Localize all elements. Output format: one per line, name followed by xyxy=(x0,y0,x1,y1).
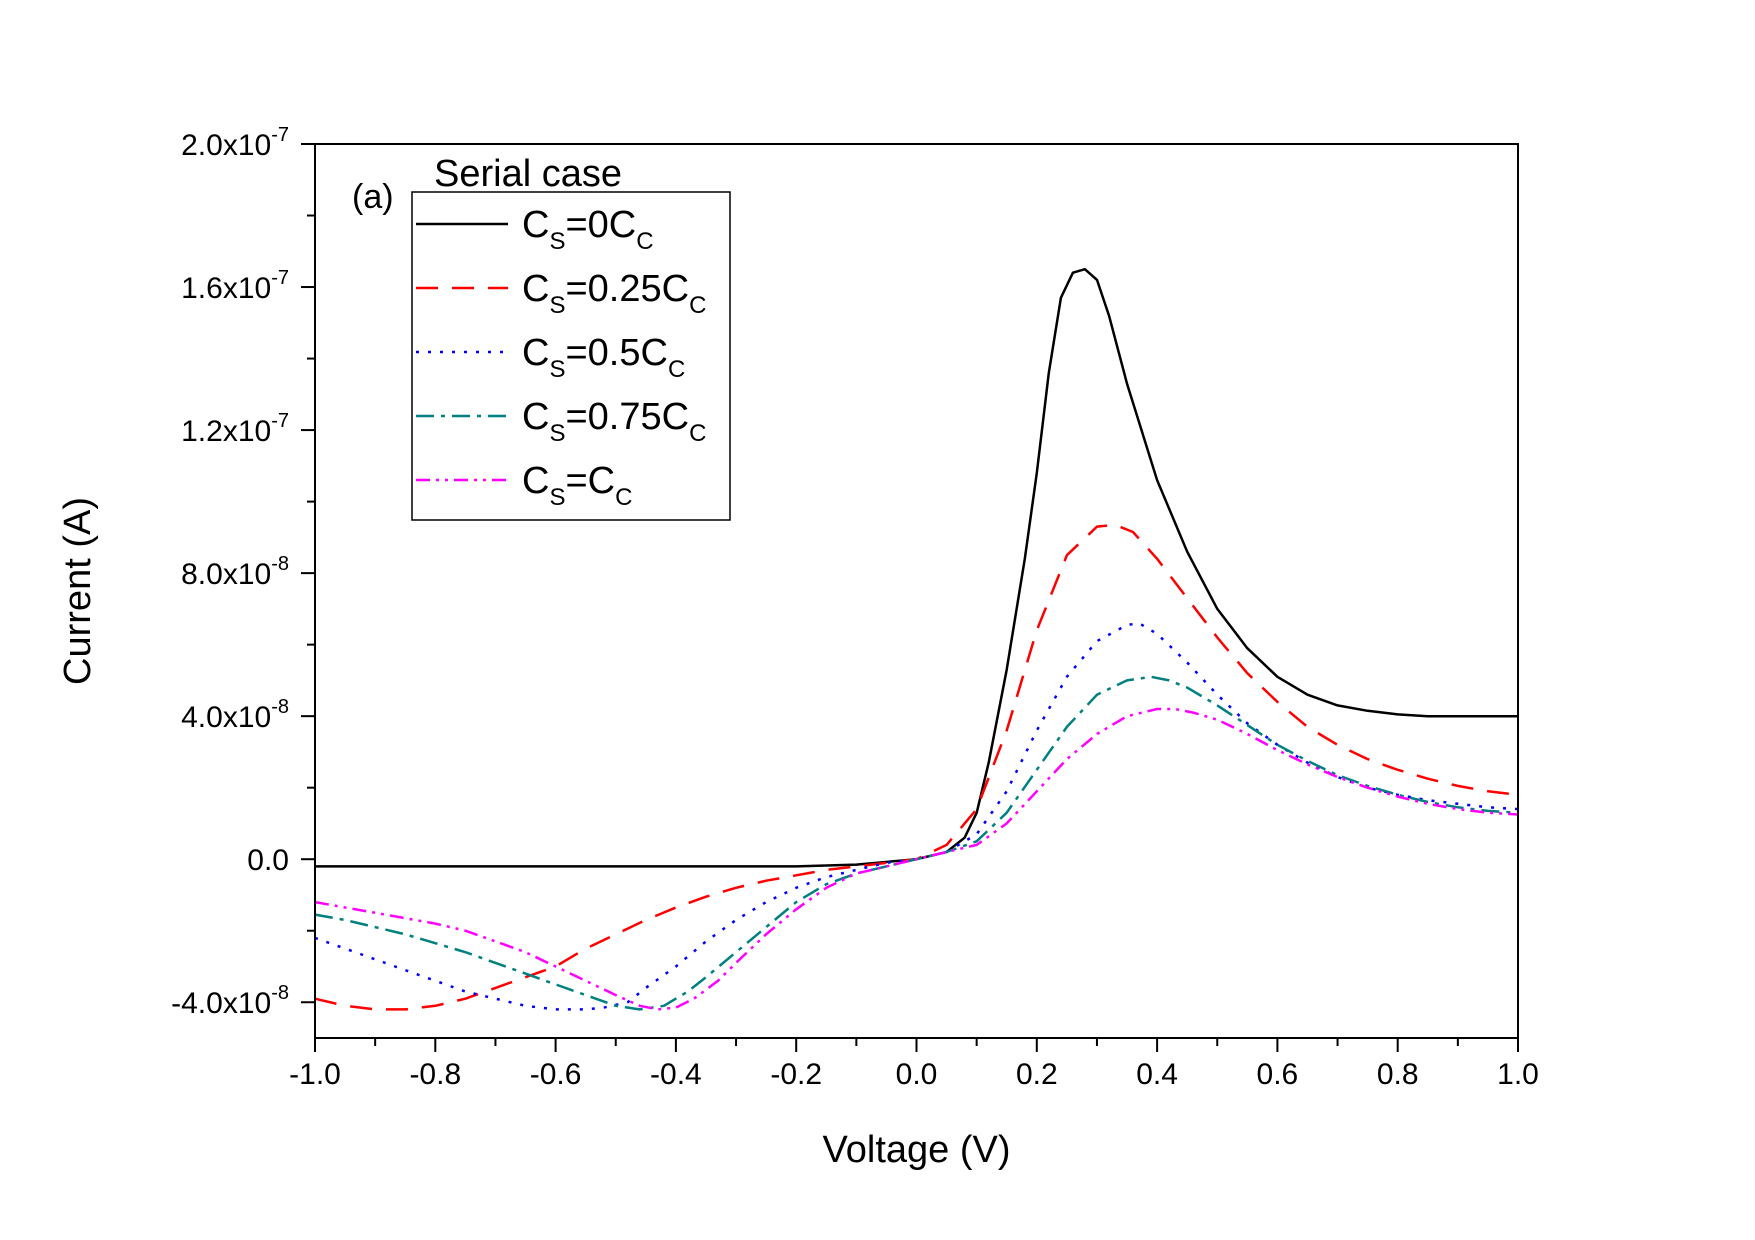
y-tick-label: 0.0 xyxy=(247,844,289,877)
x-axis-title: Voltage (V) xyxy=(823,1129,1011,1171)
x-tick-label: -0.6 xyxy=(530,1058,582,1091)
series-line xyxy=(314,707,1519,1011)
x-tick-label: 1.0 xyxy=(1497,1058,1539,1091)
x-tick-label: -0.8 xyxy=(409,1058,461,1091)
y-axis-title: Current (A) xyxy=(57,497,99,685)
legend-label: CS=CC xyxy=(522,460,632,511)
panel-label: (a) xyxy=(352,178,394,216)
y-axis: -4.0x10-8 0.0 4.0x10-8 8.0x10-8 1.2x10-7 1.6x… xyxy=(171,124,315,1020)
legend-label: CS=0.25CC xyxy=(522,268,706,319)
x-tick-label: -0.2 xyxy=(770,1058,822,1091)
x-tick-label: 0.2 xyxy=(1016,1058,1058,1091)
y-tick-label: 8.0x10-8 xyxy=(181,553,289,591)
legend-box xyxy=(411,191,731,521)
legend-title: Serial case xyxy=(434,153,622,195)
legend: CS=0CC CS=0.25CC CS=0.5CC CS=0.75CC CS=CC xyxy=(411,191,731,521)
x-axis: -1.0 -0.8 -0.6 -0.4 -0.2 0.0 0.2 0.4 0.6 0.8 1.0 xyxy=(289,1038,1539,1091)
x-tick-label: -0.4 xyxy=(650,1058,702,1091)
legend-label: CS=0.5CC xyxy=(522,332,685,383)
x-tick-label: 0.6 xyxy=(1257,1058,1299,1091)
series-layer xyxy=(314,267,1519,1011)
x-tick-label: 0.4 xyxy=(1136,1058,1178,1091)
y-tick-label: -4.0x10-8 xyxy=(171,982,289,1020)
y-tick-label: 1.6x10-7 xyxy=(181,267,289,305)
y-tick-label: 2.0x10-7 xyxy=(181,124,289,162)
series-line xyxy=(314,621,1519,1011)
x-tick-label: 0.8 xyxy=(1377,1058,1419,1091)
legend-label: CS=0.75CC xyxy=(522,396,706,447)
x-tick-label: 0.0 xyxy=(896,1058,938,1091)
x-tick-label: -1.0 xyxy=(289,1058,341,1091)
y-tick-label: 4.0x10-8 xyxy=(181,696,289,734)
legend-label: CS=0CC xyxy=(522,204,654,255)
series-line xyxy=(315,267,1518,868)
y-tick-label: 1.2x10-7 xyxy=(181,410,289,448)
